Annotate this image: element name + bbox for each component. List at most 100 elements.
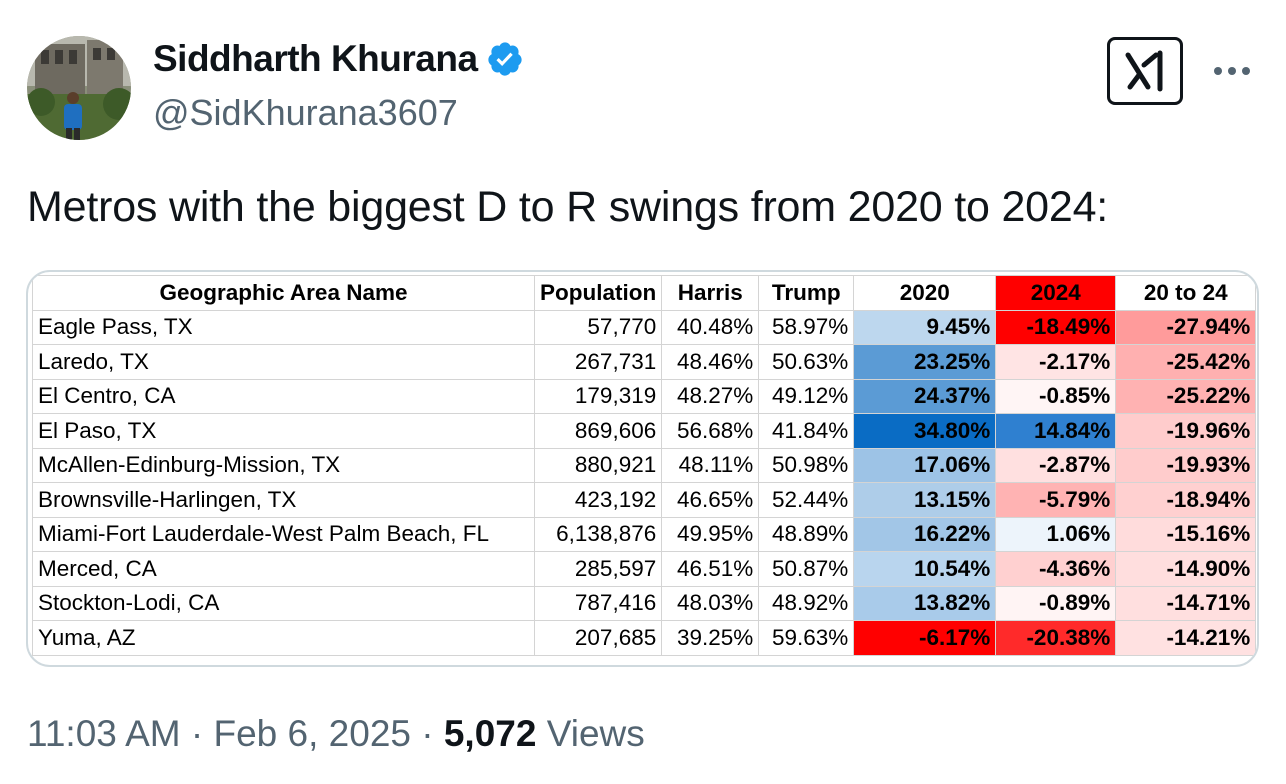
meta-separator: · <box>190 713 204 754</box>
more-icon <box>1214 67 1250 75</box>
swing-cell: -27.94% <box>1115 309 1257 345</box>
harris-cell: 39.25% <box>661 620 760 656</box>
population-cell: 179,319 <box>533 378 663 414</box>
harris-cell: 40.48% <box>661 309 760 345</box>
margin-2020-cell: 9.45% <box>853 309 997 345</box>
trump-cell: 48.92% <box>758 585 855 621</box>
trump-cell: 41.84% <box>758 413 855 449</box>
margin-2024-cell: -5.79% <box>995 482 1117 518</box>
area-cell: Laredo, TX <box>32 344 535 380</box>
swing-cell: -14.21% <box>1115 620 1257 656</box>
data-table: Geographic Area Name Population Harris T… <box>32 275 1257 656</box>
area-cell: Stockton-Lodi, CA <box>32 585 535 621</box>
swing-cell: -15.16% <box>1115 516 1257 552</box>
margin-2020-cell: 23.25% <box>853 344 997 380</box>
views-label: Views <box>546 713 645 754</box>
trump-cell: 58.97% <box>758 309 855 345</box>
tweet-meta: 11:03 AM · Feb 6, 2025 · 5,072 Views <box>27 713 645 755</box>
swing-cell: -14.90% <box>1115 551 1257 587</box>
margin-2024-cell: -20.38% <box>995 620 1117 656</box>
harris-cell: 49.95% <box>661 516 760 552</box>
population-cell: 207,685 <box>533 620 663 656</box>
trump-cell: 52.44% <box>758 482 855 518</box>
swing-cell: -25.42% <box>1115 344 1257 380</box>
table-row: Merced, CA 285,597 46.51% 50.87% 10.54% -4.36… <box>32 551 1257 587</box>
margin-2020-cell: 34.80% <box>853 413 997 449</box>
trump-cell: 50.87% <box>758 551 855 587</box>
avatar[interactable] <box>27 36 131 140</box>
table-row: McAllen-Edinburg-Mission, TX 880,921 48.11… <box>32 447 1257 483</box>
col-header-area: Geographic Area Name <box>32 275 535 311</box>
margin-2024-cell: -0.85% <box>995 378 1117 414</box>
views-count: 5,072 <box>443 713 537 754</box>
trump-cell: 48.89% <box>758 516 855 552</box>
population-cell: 787,416 <box>533 585 663 621</box>
table-row: El Centro, CA 179,319 48.27% 49.12% 24.37% -0… <box>32 378 1257 414</box>
area-cell: Yuma, AZ <box>32 620 535 656</box>
margin-2024-cell: -4.36% <box>995 551 1117 587</box>
swing-cell: -19.93% <box>1115 447 1257 483</box>
harris-cell: 46.51% <box>661 551 760 587</box>
grok-icon <box>1125 50 1163 92</box>
margin-2020-cell: 17.06% <box>853 447 997 483</box>
table-row: El Paso, TX 869,606 56.68% 41.84% 34.80% 14.8… <box>32 413 1257 449</box>
margin-2020-cell: -6.17% <box>853 620 997 656</box>
population-cell: 6,138,876 <box>533 516 663 552</box>
tweet-image[interactable]: Geographic Area Name Population Harris T… <box>26 270 1259 667</box>
area-cell: McAllen-Edinburg-Mission, TX <box>32 447 535 483</box>
swing-cell: -19.96% <box>1115 413 1257 449</box>
margin-2020-cell: 24.37% <box>853 378 997 414</box>
table-row: Eagle Pass, TX 57,770 40.48% 58.97% 9.45% -18… <box>32 309 1257 345</box>
verified-badge-icon[interactable] <box>486 40 524 78</box>
area-cell: El Paso, TX <box>32 413 535 449</box>
swing-cell: -14.71% <box>1115 585 1257 621</box>
area-cell: Eagle Pass, TX <box>32 309 535 345</box>
harris-cell: 48.27% <box>661 378 760 414</box>
col-header-swing: 20 to 24 <box>1115 275 1257 311</box>
col-header-population: Population <box>533 275 663 311</box>
harris-cell: 48.03% <box>661 585 760 621</box>
harris-cell: 48.46% <box>661 344 760 380</box>
trump-cell: 49.12% <box>758 378 855 414</box>
margin-2024-cell: -2.17% <box>995 344 1117 380</box>
population-cell: 423,192 <box>533 482 663 518</box>
margin-2024-cell: -0.89% <box>995 585 1117 621</box>
area-cell: Brownsville-Harlingen, TX <box>32 482 535 518</box>
harris-cell: 56.68% <box>661 413 760 449</box>
table-header-row: Geographic Area Name Population Harris T… <box>32 275 1257 311</box>
population-cell: 880,921 <box>533 447 663 483</box>
table-row: Miami-Fort Lauderdale-West Palm Beach, F… <box>32 516 1257 552</box>
tweet-time[interactable]: 11:03 AM <box>27 713 181 754</box>
harris-cell: 46.65% <box>661 482 760 518</box>
area-cell: Merced, CA <box>32 551 535 587</box>
tweet-date[interactable]: Feb 6, 2025 <box>213 713 411 754</box>
table-row: Laredo, TX 267,731 48.46% 50.63% 23.25% -2.17… <box>32 344 1257 380</box>
meta-separator: · <box>421 713 434 754</box>
trump-cell: 50.98% <box>758 447 855 483</box>
population-cell: 267,731 <box>533 344 663 380</box>
table-row: Stockton-Lodi, CA 787,416 48.03% 48.92% 13.8… <box>32 585 1257 621</box>
user-handle[interactable]: @SidKhurana3607 <box>153 92 458 133</box>
col-header-harris: Harris <box>661 275 760 311</box>
display-name[interactable]: Siddharth Khurana <box>153 38 478 79</box>
harris-cell: 48.11% <box>661 447 760 483</box>
population-cell: 285,597 <box>533 551 663 587</box>
table-row: Brownsville-Harlingen, TX 423,192 46.65% 52… <box>32 482 1257 518</box>
swing-cell: -25.22% <box>1115 378 1257 414</box>
margin-2024-cell: -2.87% <box>995 447 1117 483</box>
margin-2024-cell: 1.06% <box>995 516 1117 552</box>
area-cell: El Centro, CA <box>32 378 535 414</box>
table-row: Yuma, AZ 207,685 39.25% 59.63% -6.17% -20.38%… <box>32 620 1257 656</box>
margin-2020-cell: 13.82% <box>853 585 997 621</box>
more-options-button[interactable] <box>1207 54 1257 88</box>
swing-cell: -18.94% <box>1115 482 1257 518</box>
population-cell: 57,770 <box>533 309 663 345</box>
population-cell: 869,606 <box>533 413 663 449</box>
col-header-2024: 2024 <box>995 275 1117 311</box>
margin-2020-cell: 16.22% <box>853 516 997 552</box>
col-header-2020: 2020 <box>853 275 997 311</box>
avatar-photo <box>27 36 131 140</box>
grok-button[interactable] <box>1107 37 1183 105</box>
margin-2020-cell: 13.15% <box>853 482 997 518</box>
tweet-text: Metros with the biggest D to R swings fr… <box>27 183 1109 231</box>
